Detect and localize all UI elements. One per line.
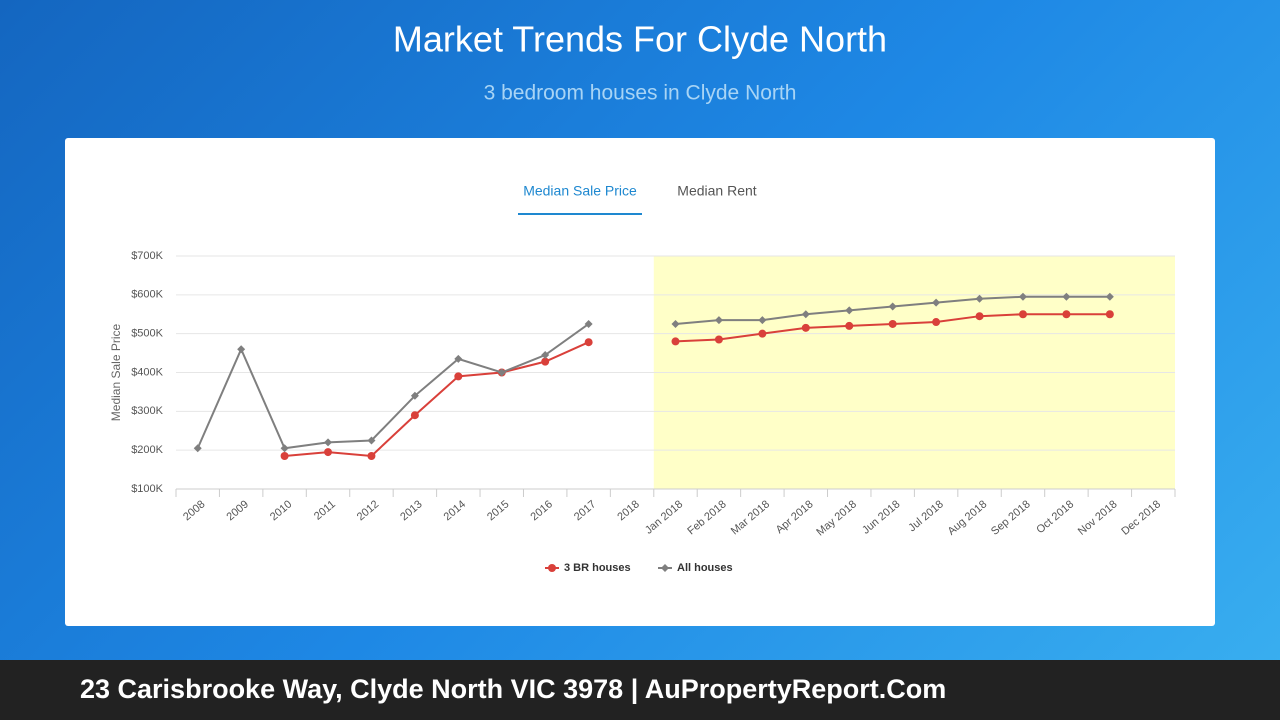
y-axis-label: Median Sale Price [109, 323, 123, 421]
tabs: Median Sale Price Median Rent [518, 183, 757, 215]
y-tick-label: $200K [131, 444, 163, 456]
point [1062, 310, 1071, 319]
y-tick-label: $600K [131, 289, 163, 301]
point [845, 306, 854, 315]
point [714, 335, 723, 344]
y-tick-label: $300K [131, 405, 163, 417]
point [1105, 310, 1114, 319]
point [801, 310, 810, 319]
point [454, 372, 463, 381]
point [758, 316, 767, 325]
point [497, 368, 506, 377]
point [888, 302, 897, 311]
point [932, 318, 941, 327]
point [280, 444, 289, 453]
y-tick-label: $100K [131, 483, 163, 495]
legend-marker [661, 564, 669, 572]
point [671, 319, 680, 328]
point [758, 329, 767, 338]
point [1018, 292, 1027, 301]
y-tick-label: $400K [131, 366, 163, 378]
page-title: Market Trends For Clyde North [393, 19, 887, 60]
tab[interactable]: Median Rent [677, 183, 756, 199]
point [671, 337, 680, 346]
point [975, 312, 984, 321]
point [975, 294, 984, 303]
point [1018, 310, 1027, 319]
point [932, 298, 941, 307]
point [324, 448, 333, 457]
tab-underline [518, 213, 642, 215]
point [1105, 292, 1114, 301]
point [541, 351, 550, 360]
point [324, 438, 333, 447]
point [541, 357, 550, 366]
legend-label: 3 BR houses [564, 562, 631, 574]
page-subtitle: 3 bedroom houses in Clyde North [484, 82, 797, 105]
point [845, 321, 854, 330]
point [801, 323, 810, 332]
point [367, 451, 376, 460]
legend-label: All houses [677, 562, 733, 574]
point [1062, 292, 1071, 301]
footer-bar [0, 660, 1280, 720]
point [193, 444, 202, 453]
point [584, 319, 593, 328]
point [237, 345, 246, 354]
point [280, 451, 289, 460]
y-tick-label: $700K [131, 250, 163, 262]
point [410, 391, 419, 400]
point [888, 319, 897, 328]
y-tick-label: $500K [131, 328, 163, 340]
footer-text: 23 Carisbrooke Way, Clyde North VIC 3978… [80, 674, 946, 704]
point [454, 354, 463, 363]
point [714, 316, 723, 325]
legend-marker [548, 564, 556, 572]
point [367, 436, 376, 445]
point [410, 411, 419, 420]
point [584, 338, 593, 347]
tab[interactable]: Median Sale Price [523, 183, 637, 199]
